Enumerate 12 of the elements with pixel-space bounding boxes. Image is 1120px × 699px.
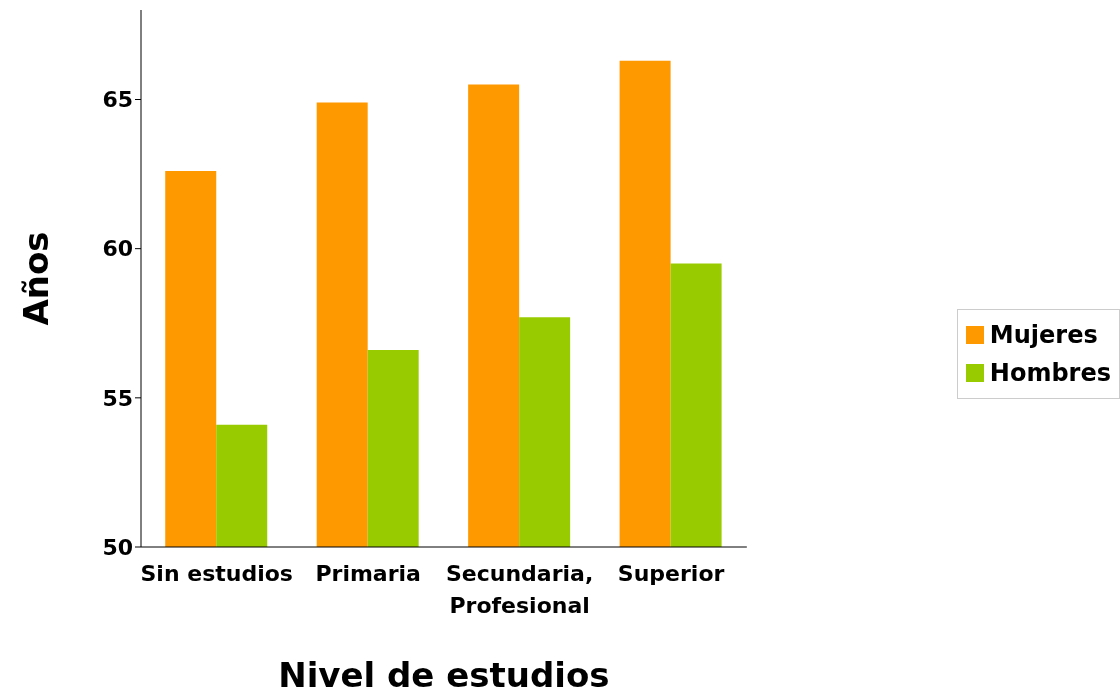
y-tick-label: 65 xyxy=(102,87,133,113)
x-tick-label: Superior xyxy=(617,561,725,586)
x-tick-label: Primaria xyxy=(315,561,421,586)
y-axis-title: Años xyxy=(16,231,57,326)
legend-label: Hombres xyxy=(989,357,1111,389)
x-tick-label: Secundaria, Profesional xyxy=(445,561,594,618)
x-tick-label: Sin estudios xyxy=(140,561,293,586)
y-tick-label: 60 xyxy=(102,236,133,262)
legend-label: Mujeres xyxy=(989,319,1098,351)
y-tick-label: 55 xyxy=(102,385,133,411)
x-axis-title: Nivel de estudios xyxy=(278,655,610,695)
y-tick-label: 50 xyxy=(102,534,133,560)
